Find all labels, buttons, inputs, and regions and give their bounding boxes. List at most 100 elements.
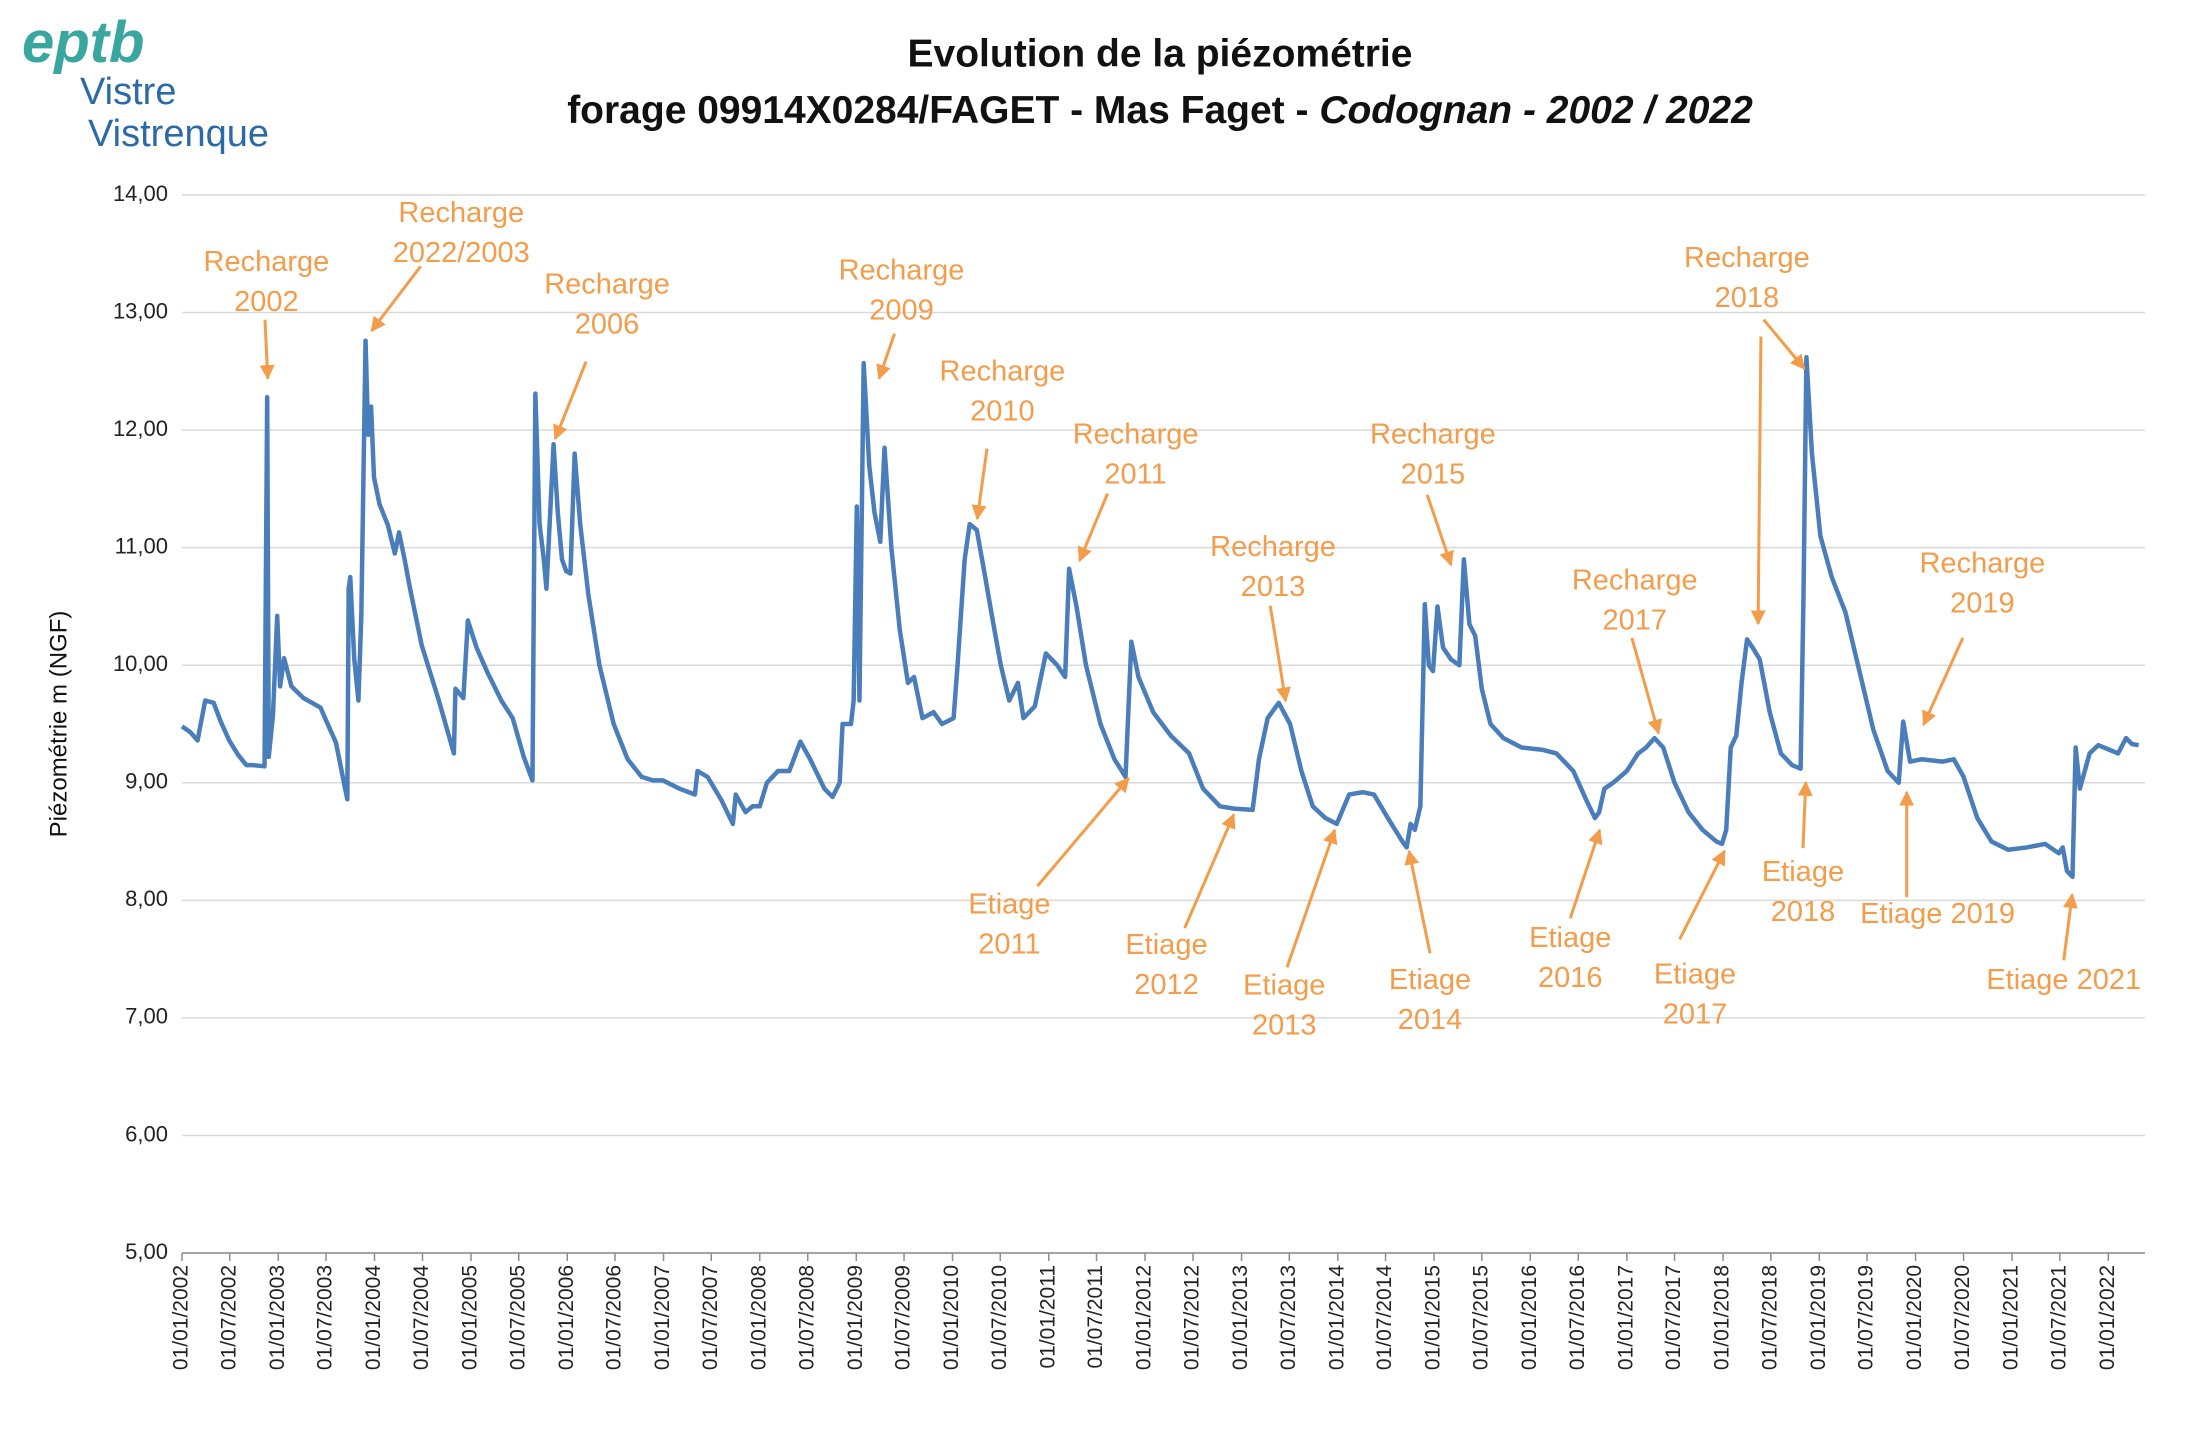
annotation-arrow xyxy=(1678,849,1726,941)
x-tick-label: 01/07/2006 xyxy=(603,1265,626,1370)
x-tick-label: 01/07/2017 xyxy=(1662,1265,1685,1370)
x-tick-label: 01/07/2018 xyxy=(1758,1265,1781,1370)
annotation-arrow xyxy=(1568,828,1603,919)
x-tick-label: 01/07/2009 xyxy=(892,1265,915,1370)
y-tick-label: 10,00 xyxy=(113,651,168,676)
annotation-arrow xyxy=(259,319,275,381)
annotation-text: Etiage xyxy=(1243,970,1325,1002)
x-tick-label: 01/01/2015 xyxy=(1422,1265,1445,1370)
annotation-text: Recharge xyxy=(839,255,965,287)
annotation-text: Recharge xyxy=(544,269,670,301)
x-tick-label: 01/01/2008 xyxy=(747,1265,770,1370)
annotation-arrow xyxy=(971,448,989,521)
annotation-text: 2006 xyxy=(575,309,640,341)
x-tick-label: 01/07/2011 xyxy=(1084,1265,1107,1369)
annotation-arrow xyxy=(2062,892,2078,961)
annotation-text: Recharge xyxy=(1073,419,1199,451)
annotation-arrow xyxy=(1425,494,1454,567)
annotation-text: 2022/2003 xyxy=(393,237,530,269)
annotation-text: Etiage 2019 xyxy=(1860,898,2015,930)
annotation-arrow xyxy=(1750,336,1766,626)
x-tick-label: 01/01/2012 xyxy=(1133,1265,1156,1370)
annotation-text: 2013 xyxy=(1241,571,1306,603)
chart-title: Evolution de la piézométrie xyxy=(908,32,1413,75)
x-tick-label: 01/01/2009 xyxy=(844,1265,867,1370)
annotation-text: Recharge xyxy=(940,356,1066,388)
y-tick-label: 13,00 xyxy=(113,298,168,323)
annotation-arrow xyxy=(1268,605,1291,703)
logo: eptb Vistre Vistrenque xyxy=(22,10,269,155)
annotation-text: 2017 xyxy=(1663,998,1728,1030)
annotation-text: Etiage xyxy=(1389,964,1471,996)
x-tick-label: 01/07/2004 xyxy=(410,1265,433,1370)
x-tick-label: 01/01/2005 xyxy=(459,1265,482,1370)
logo-line2: Vistrenque xyxy=(88,113,269,155)
annotation-arrow xyxy=(876,333,896,380)
annotation-text: Recharge xyxy=(204,246,330,278)
annotation-text: Etiage xyxy=(1762,856,1844,888)
x-tick-label: 01/01/2021 xyxy=(2000,1265,2023,1370)
x-tick-label: 01/01/2007 xyxy=(651,1265,674,1370)
x-tick-label: 01/01/2011 xyxy=(1036,1265,1059,1369)
annotation-text: 2009 xyxy=(869,295,934,327)
x-tick-label: 01/01/2006 xyxy=(555,1265,578,1370)
x-tick-label: 01/01/2003 xyxy=(266,1265,289,1370)
y-axis-label: Piézométrie m (NGF) xyxy=(45,611,72,838)
x-tick-label: 01/01/2010 xyxy=(940,1265,963,1370)
logo-line1: Vistre xyxy=(80,71,176,113)
x-tick-label: 01/01/2016 xyxy=(1518,1265,1541,1370)
x-tick-label: 01/01/2014 xyxy=(1325,1265,1348,1370)
annotation-text: Recharge xyxy=(398,197,524,229)
x-tick-label: 01/01/2017 xyxy=(1614,1265,1637,1370)
annotation-text: Etiage xyxy=(1654,958,1736,990)
annotation-text: 2014 xyxy=(1398,1004,1463,1036)
x-tick-label: 01/07/2002 xyxy=(217,1265,240,1370)
x-tick-label: 01/07/2008 xyxy=(795,1265,818,1370)
subtitle-part: Codognan - 2002 / 2022 xyxy=(1319,89,1753,132)
annotation-text: 2015 xyxy=(1401,459,1466,491)
annotation-text: 2018 xyxy=(1715,282,1780,314)
annotation-arrow xyxy=(1183,813,1236,929)
x-tick-label: 01/07/2016 xyxy=(1566,1265,1589,1370)
x-tick-label: 01/07/2005 xyxy=(506,1265,529,1370)
x-tick-label: 01/07/2021 xyxy=(2047,1265,2070,1370)
annotation-text: 2019 xyxy=(1950,588,2015,620)
annotation-arrow xyxy=(1036,776,1130,888)
subtitle-part: forage 09914X0284/FAGET - Mas Faget - xyxy=(567,89,1319,132)
annotation-text: 2012 xyxy=(1134,969,1199,1001)
y-tick-label: 9,00 xyxy=(125,769,168,794)
x-tick-label: 01/07/2013 xyxy=(1277,1265,1300,1370)
annotation-arrow xyxy=(1285,828,1338,968)
annotation-text: Recharge xyxy=(1210,531,1336,563)
y-tick-label: 14,00 xyxy=(113,181,168,206)
y-tick-label: 7,00 xyxy=(125,1004,168,1029)
y-tick-label: 8,00 xyxy=(125,886,168,911)
x-tick-label: 01/01/2018 xyxy=(1711,1265,1734,1370)
x-tick-label: 01/01/2022 xyxy=(2096,1265,2119,1370)
annotations: Recharge2002Recharge2022/2003Recharge200… xyxy=(204,197,2142,1041)
annotation-arrow xyxy=(1630,637,1663,735)
annotation-arrow xyxy=(1077,492,1109,563)
annotation-arrow xyxy=(1922,637,1965,727)
annotation-text: Recharge xyxy=(1370,419,1496,451)
data-line xyxy=(180,338,2140,880)
annotation-text: 2011 xyxy=(1104,459,1166,491)
x-tick-label: 01/07/2007 xyxy=(699,1265,722,1370)
x-tick-label: 01/01/2019 xyxy=(1807,1265,1830,1370)
annotation-text: Recharge xyxy=(1572,564,1698,596)
x-tick-label: 01/07/2014 xyxy=(1373,1265,1396,1370)
x-tick-label: 01/01/2020 xyxy=(1903,1265,1926,1370)
y-tick-label: 11,00 xyxy=(115,533,168,558)
annotation-text: Etiage 2021 xyxy=(1986,964,2141,996)
x-tick-label: 01/01/2013 xyxy=(1229,1265,1252,1370)
x-tick-label: 01/07/2015 xyxy=(1469,1265,1492,1370)
annotation-text: 2010 xyxy=(970,396,1035,428)
x-tick-label: 01/01/2002 xyxy=(170,1265,193,1370)
annotation-text: Etiage xyxy=(968,888,1050,920)
annotation-text: Etiage xyxy=(1125,929,1207,961)
annotation-text: 2011 xyxy=(978,928,1040,960)
chart-subtitle: forage 09914X0284/FAGET - Mas Faget - Co… xyxy=(567,89,1753,132)
x-tick-label: 01/07/2019 xyxy=(1855,1265,1878,1370)
